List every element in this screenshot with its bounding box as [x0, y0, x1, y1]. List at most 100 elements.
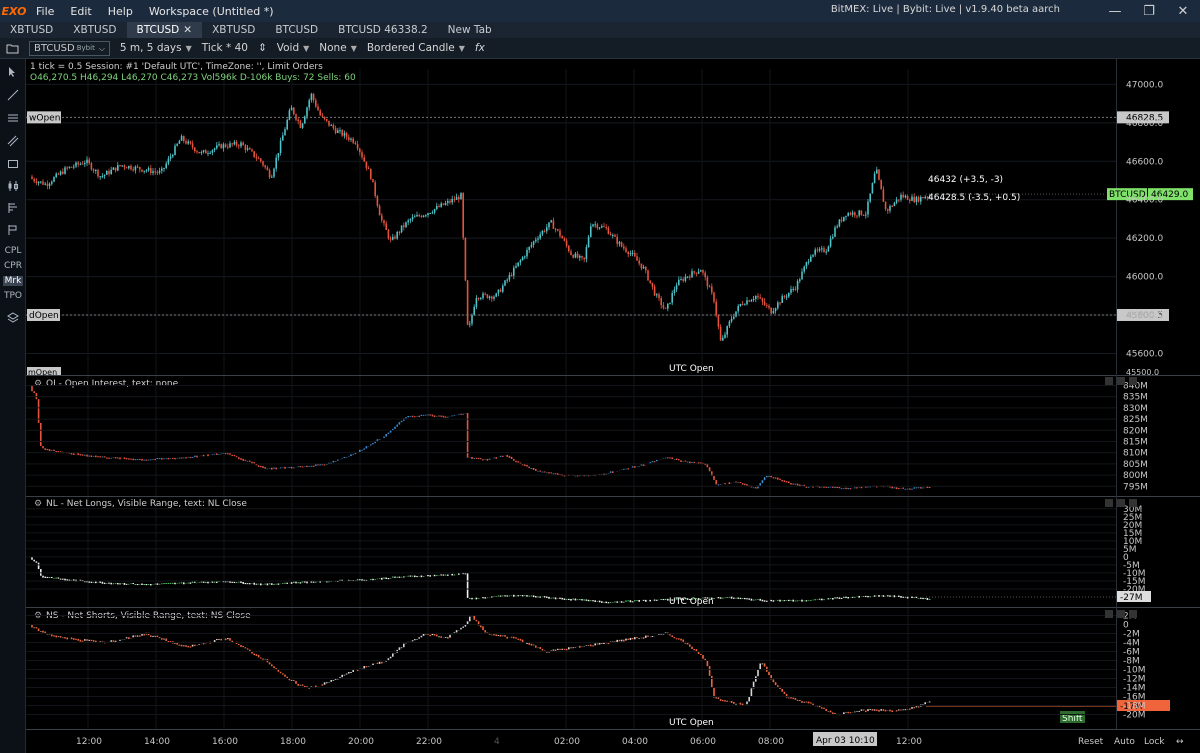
chart-svg[interactable]: 1 tick = 0.5 Session: #1 'Default UTC', … [26, 59, 1200, 753]
tab-btcusd-active[interactable]: BTCUSD ✕ [126, 22, 203, 38]
candle-body [526, 249, 528, 257]
pane-down-icon[interactable] [1105, 377, 1113, 385]
tool-tpo[interactable]: TPO [3, 291, 22, 301]
pane-close-icon[interactable] [1129, 610, 1137, 618]
tab-xbtusd-2[interactable]: XBTUSD [63, 22, 126, 38]
pane-down-icon[interactable] [1105, 499, 1113, 507]
candle-body [275, 157, 277, 169]
volume-profile-icon[interactable] [0, 199, 26, 217]
candle-body [374, 182, 376, 197]
trendline-icon[interactable] [0, 86, 26, 104]
time-axis-label: 22:00 [416, 737, 442, 747]
candle-body [548, 222, 550, 228]
rectangle-icon[interactable] [0, 155, 26, 173]
candle-body [607, 228, 610, 235]
candle-body [308, 100, 310, 108]
chart-area[interactable]: 1 tick = 0.5 Session: #1 'Default UTC', … [26, 59, 1200, 753]
menu-help[interactable]: Help [107, 4, 133, 18]
close-icon[interactable]: ✕ [1177, 3, 1189, 19]
time-axis-label: 20:00 [348, 737, 374, 747]
sort-icon[interactable]: ⇕ [257, 42, 267, 54]
folder-icon[interactable] [6, 43, 19, 54]
candle-body [361, 152, 363, 158]
tick-setting[interactable]: Tick * 40 [202, 42, 248, 54]
candle-body [187, 141, 189, 144]
candle-body [854, 212, 856, 216]
pane-up-icon[interactable] [1117, 610, 1125, 618]
candle-body [414, 216, 416, 218]
arrows-icon[interactable]: ↔ [1176, 737, 1184, 747]
candle-body [103, 174, 106, 177]
price-axis-label: 47000.0 [1126, 80, 1163, 90]
pane-close-icon[interactable] [1129, 499, 1137, 507]
cursor-icon[interactable] [0, 63, 26, 81]
tab-label: XBTUSD [10, 24, 54, 36]
candle-body [37, 182, 40, 184]
candle-body [191, 143, 194, 148]
tab-btcusd-3[interactable]: BTCUSD 46338.2 [328, 22, 438, 38]
lock-button[interactable]: Lock [1144, 737, 1165, 747]
nl-settings-icon[interactable]: ⚙ [34, 499, 42, 509]
tab-new[interactable]: New Tab [438, 22, 502, 38]
restore-icon[interactable]: ❐ [1143, 3, 1155, 19]
pane-close-icon[interactable] [1129, 377, 1137, 385]
tool-cpl[interactable]: CPL [4, 246, 22, 256]
flag-icon[interactable] [0, 221, 26, 239]
candle-body [794, 288, 797, 290]
candle-body [915, 197, 918, 203]
minimize-icon[interactable]: — [1108, 3, 1122, 19]
time-axis[interactable]: 12:00 14:00 16:00 18:00 20:00 22:00 02:00 04:00… [76, 737, 922, 747]
candle-body [656, 294, 658, 296]
candle-body [117, 165, 119, 171]
none-dropdown[interactable]: None ▼ [319, 42, 357, 54]
candle-body [609, 234, 612, 236]
pane-up-icon[interactable] [1117, 377, 1125, 385]
oi-axis-label: 840M [1123, 381, 1148, 391]
timeframe-dropdown[interactable]: 5 m, 5 days ▼ [120, 42, 192, 54]
candle-body [202, 150, 205, 153]
horizontal-lines-icon[interactable] [0, 109, 26, 127]
menu-workspace[interactable]: Workspace (Untitled *) [148, 4, 274, 18]
tab-btcusd-2[interactable]: BTCUSD [265, 22, 328, 38]
candle-body [205, 150, 207, 154]
candle-body [561, 236, 563, 239]
candle-body [326, 118, 328, 121]
function-icon[interactable]: fx [474, 42, 485, 54]
candle-body [647, 270, 649, 281]
candle-body [79, 163, 82, 165]
candle-body [279, 140, 282, 153]
reset-button[interactable]: Reset [1078, 737, 1104, 747]
oi-settings-icon[interactable]: ⚙ [34, 379, 42, 389]
candle-body [788, 292, 790, 297]
price-axis[interactable]: 47000.0 46800.0 46600.0 46400.0 46200.0 46000… [1126, 80, 1163, 359]
candle-body [242, 142, 244, 146]
tab-xbtusd-3[interactable]: XBTUSD [202, 22, 265, 38]
candle-body [735, 311, 737, 317]
candle-body [847, 213, 849, 216]
menu-file[interactable]: File [36, 4, 55, 18]
candle-body [821, 248, 823, 250]
symbol-selector[interactable]: BTCUSD Bybit ⌵ [29, 40, 110, 56]
candle-body [477, 297, 480, 299]
tab-xbtusd-1[interactable]: XBTUSD [0, 22, 63, 38]
ns-axis-label: -8M [1123, 657, 1140, 667]
candles-icon[interactable] [0, 177, 26, 195]
candle-body [90, 163, 93, 170]
layers-icon[interactable] [0, 309, 26, 327]
pane-controls[interactable] [1105, 377, 1137, 618]
tool-mrk[interactable]: Mrk [0, 272, 26, 290]
parallel-channel-icon[interactable] [0, 132, 26, 150]
tab-close-icon[interactable]: ✕ [183, 24, 193, 36]
candle-type-dropdown[interactable]: Bordered Candle ▼ [367, 42, 465, 54]
void-dropdown[interactable]: Void ▼ [277, 42, 310, 54]
auto-button[interactable]: Auto [1114, 737, 1135, 747]
candle-body [623, 246, 625, 249]
ns-axis-label: -20M [1123, 711, 1145, 721]
candle-body [176, 143, 178, 146]
pane-up-icon[interactable] [1117, 499, 1125, 507]
pane-down-icon[interactable] [1105, 610, 1113, 618]
menu-edit[interactable]: Edit [70, 4, 92, 18]
candle-body [750, 300, 753, 302]
tick-label: Tick * 40 [201, 42, 248, 54]
tool-cpr[interactable]: CPR [4, 261, 22, 271]
